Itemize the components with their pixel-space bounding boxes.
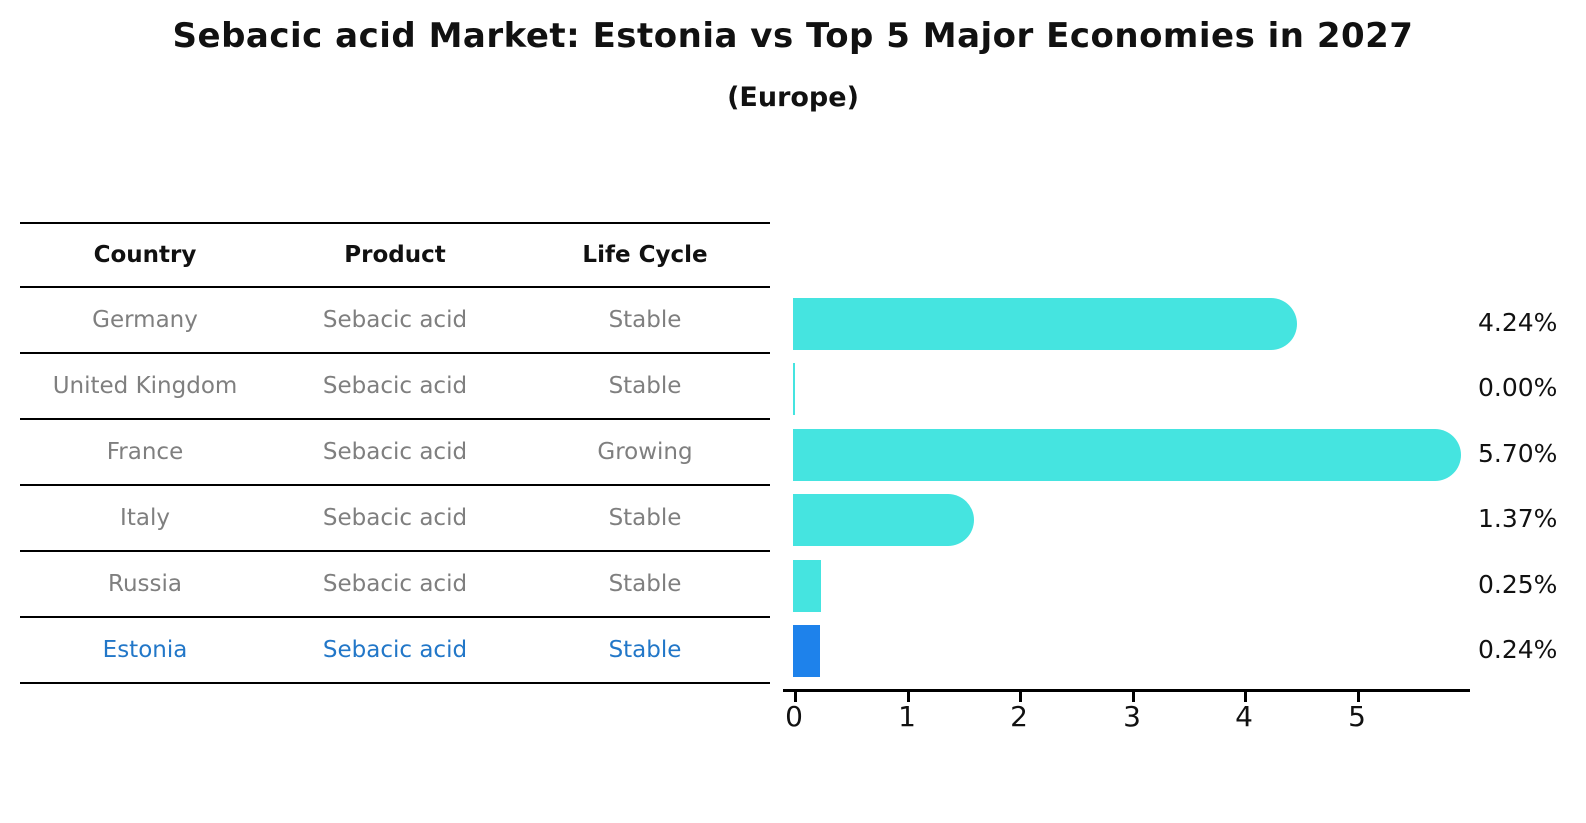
value-label: 0.24% [1478,635,1558,664]
table-header: Country Product Life Cycle [20,222,770,288]
product-cell: Sebacic acid [270,419,520,486]
page-subtitle: (Europe) [727,82,859,113]
x-axis-tick-label: 3 [1123,700,1141,733]
lifecycle-cell: Stable [520,485,770,552]
table-row: Germany Sebacic acid Stable [20,287,770,354]
bar-united-kingdom [793,363,795,415]
column-header-country: Country [20,222,270,288]
bar-russia [793,560,821,612]
lifecycle-cell: Growing [520,419,770,486]
x-axis-tick-label: 5 [1348,700,1366,733]
x-axis-tick [1019,692,1022,702]
x-axis-tick-label: 2 [1010,700,1028,733]
bar-france [793,429,1461,481]
x-axis-tick [1132,692,1135,702]
country-cell: Italy [20,485,270,552]
x-axis-tick [907,692,910,702]
product-cell: Sebacic acid [270,287,520,354]
x-axis-tick [1357,692,1360,702]
bar-estonia [793,625,820,677]
table-body: Germany Sebacic acid Stable United Kingdom S… [20,287,770,684]
x-axis-tick-label: 1 [898,700,916,733]
table-header-row: Country Product Life Cycle [20,222,770,288]
product-cell: Sebacic acid [270,353,520,420]
x-axis-line [783,689,1470,692]
lifecycle-cell: Stable [520,353,770,420]
page-title: Sebacic acid Market: Estonia vs Top 5 Ma… [172,16,1414,56]
table-row: Italy Sebacic acid Stable [20,485,770,552]
product-cell: Sebacic acid [270,485,520,552]
value-label: 0.00% [1478,373,1558,402]
value-label: 0.25% [1478,570,1558,599]
lifecycle-cell: Stable [520,287,770,354]
table-row: Russia Sebacic acid Stable [20,551,770,618]
value-label: 1.37% [1478,504,1558,533]
value-label: 4.24% [1478,308,1558,337]
bar-italy [793,494,974,546]
lifecycle-cell: Stable [520,617,770,684]
product-cell: Sebacic acid [270,617,520,684]
bar-germany [793,298,1297,350]
country-table: Country Product Life Cycle Germany Sebaci… [20,222,770,684]
product-cell: Sebacic acid [270,551,520,618]
table-row: United Kingdom Sebacic acid Stable [20,353,770,420]
lifecycle-cell: Stable [520,551,770,618]
country-cell: Russia [20,551,270,618]
column-header-lifecycle: Life Cycle [520,222,770,288]
x-axis-tick [794,692,797,702]
country-cell: Germany [20,287,270,354]
country-cell: Estonia [20,617,270,684]
x-axis-tick-label: 0 [785,700,803,733]
table-row: Estonia Sebacic acid Stable [20,617,770,684]
column-header-product: Product [270,222,520,288]
country-cell: France [20,419,270,486]
country-cell: United Kingdom [20,353,270,420]
table-row: France Sebacic acid Growing [20,419,770,486]
x-axis-tick-label: 4 [1235,700,1253,733]
x-axis-tick [1244,692,1247,702]
value-label: 5.70% [1478,439,1558,468]
